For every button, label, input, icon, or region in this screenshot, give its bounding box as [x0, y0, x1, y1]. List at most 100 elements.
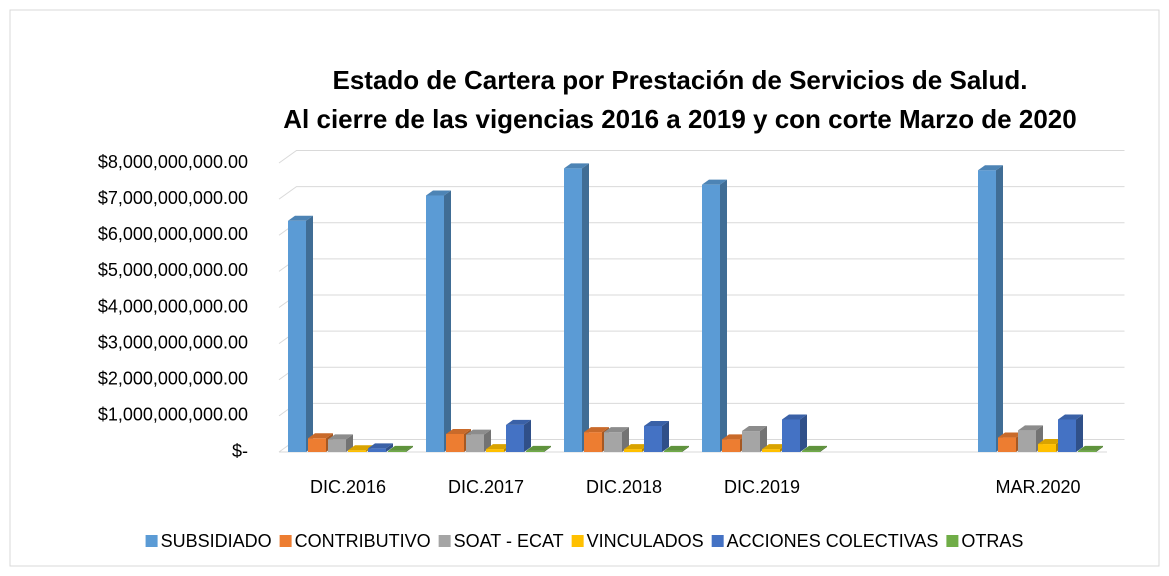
bar-top — [388, 445, 413, 451]
bar — [526, 445, 551, 452]
legend-item: CONTRIBUTIVO — [279, 531, 431, 551]
legend-swatch — [571, 535, 584, 547]
bar-front — [564, 168, 582, 452]
y-tick-label: $4,000,000,000.00 — [98, 296, 248, 316]
bar-side — [1096, 445, 1103, 452]
bar — [1018, 425, 1043, 452]
bar — [506, 419, 531, 452]
bar-top — [426, 190, 451, 196]
bar-top — [368, 443, 393, 449]
bar-side — [760, 426, 767, 452]
bar-top — [782, 414, 807, 420]
bar — [564, 163, 589, 452]
bar-side — [524, 419, 531, 452]
grid-line — [278, 186, 1125, 200]
bar-front — [1018, 430, 1036, 452]
bar-top — [604, 427, 629, 433]
bar — [328, 434, 353, 452]
bar — [644, 420, 669, 452]
bar — [308, 433, 333, 452]
bar-top — [624, 444, 649, 450]
bar-top — [348, 445, 373, 451]
bar — [978, 165, 1003, 452]
bar-front — [388, 450, 406, 452]
bar-front — [624, 449, 642, 452]
bar-side — [306, 215, 313, 452]
bar-front — [998, 437, 1016, 452]
bar-top — [288, 215, 313, 221]
bar — [802, 445, 827, 452]
bar — [1078, 445, 1103, 452]
bar-front — [466, 434, 484, 452]
bar-top — [466, 429, 491, 435]
bar-top — [998, 432, 1023, 438]
bar-front — [288, 220, 306, 452]
x-tick-label: DIC.2018 — [586, 477, 662, 497]
bar — [664, 445, 689, 452]
bar-front — [978, 170, 996, 452]
y-tick-label: $8,000,000,000.00 — [98, 152, 248, 172]
bar-front — [426, 195, 444, 452]
bar-front — [722, 439, 740, 452]
grid-line — [278, 150, 1125, 164]
bar-side — [820, 445, 827, 452]
bar-top — [506, 419, 531, 425]
bar — [388, 445, 413, 452]
bar-top — [702, 179, 727, 185]
bar-front — [702, 184, 720, 453]
bar-side — [484, 429, 491, 452]
bar-top — [742, 426, 767, 432]
legend-swatch — [946, 535, 959, 547]
legend-label: SOAT - ECAT — [454, 531, 564, 551]
bar-top — [1038, 439, 1063, 445]
y-tick-label: $1,000,000,000.00 — [98, 405, 248, 425]
x-tick-label: DIC.2016 — [310, 477, 386, 497]
bar-side — [720, 179, 727, 453]
bar — [288, 215, 313, 452]
bar-front — [486, 449, 504, 452]
bar — [368, 443, 393, 452]
legend-label: VINCULADOS — [587, 531, 704, 551]
y-tick-label: $- — [232, 441, 248, 461]
bar-side — [544, 445, 551, 452]
bar-top — [1018, 425, 1043, 431]
bar-front — [446, 433, 464, 452]
bar — [584, 427, 609, 452]
bar-side — [386, 443, 393, 452]
bar — [742, 426, 767, 452]
bar-front — [506, 424, 524, 452]
bar-side — [1076, 414, 1083, 452]
bar-top — [584, 427, 609, 433]
legend-item: ACCIONES COLECTIVAS — [711, 531, 938, 551]
bar-front — [348, 450, 366, 452]
y-tick-label: $6,000,000,000.00 — [98, 224, 248, 244]
bar-side — [406, 445, 413, 452]
legend-item: VINCULADOS — [571, 531, 704, 551]
bar-top — [446, 428, 471, 434]
bar-side — [346, 434, 353, 452]
y-tick-label: $7,000,000,000.00 — [98, 188, 248, 208]
bar-side — [662, 420, 669, 452]
bar — [702, 179, 727, 453]
bar-top — [1058, 414, 1083, 420]
legend-swatch — [145, 535, 158, 547]
bar — [466, 429, 491, 452]
legend-item: SOAT - ECAT — [438, 531, 564, 551]
bar-top — [486, 444, 511, 450]
legend-label: SUBSIDIADO — [161, 531, 272, 551]
x-tick-label: MAR.2020 — [995, 477, 1080, 497]
bar-side — [800, 414, 807, 452]
bar-front — [526, 450, 544, 452]
bar-front — [368, 448, 386, 452]
bar-front — [584, 432, 602, 452]
bar-front — [1058, 419, 1076, 452]
bar-top — [722, 434, 747, 440]
bar-front — [802, 450, 820, 452]
bar-top — [308, 433, 333, 439]
bar — [782, 414, 807, 452]
bar-front — [742, 431, 760, 452]
bar-front — [1078, 450, 1096, 452]
bar-top — [978, 165, 1003, 171]
bar-front — [604, 432, 622, 452]
